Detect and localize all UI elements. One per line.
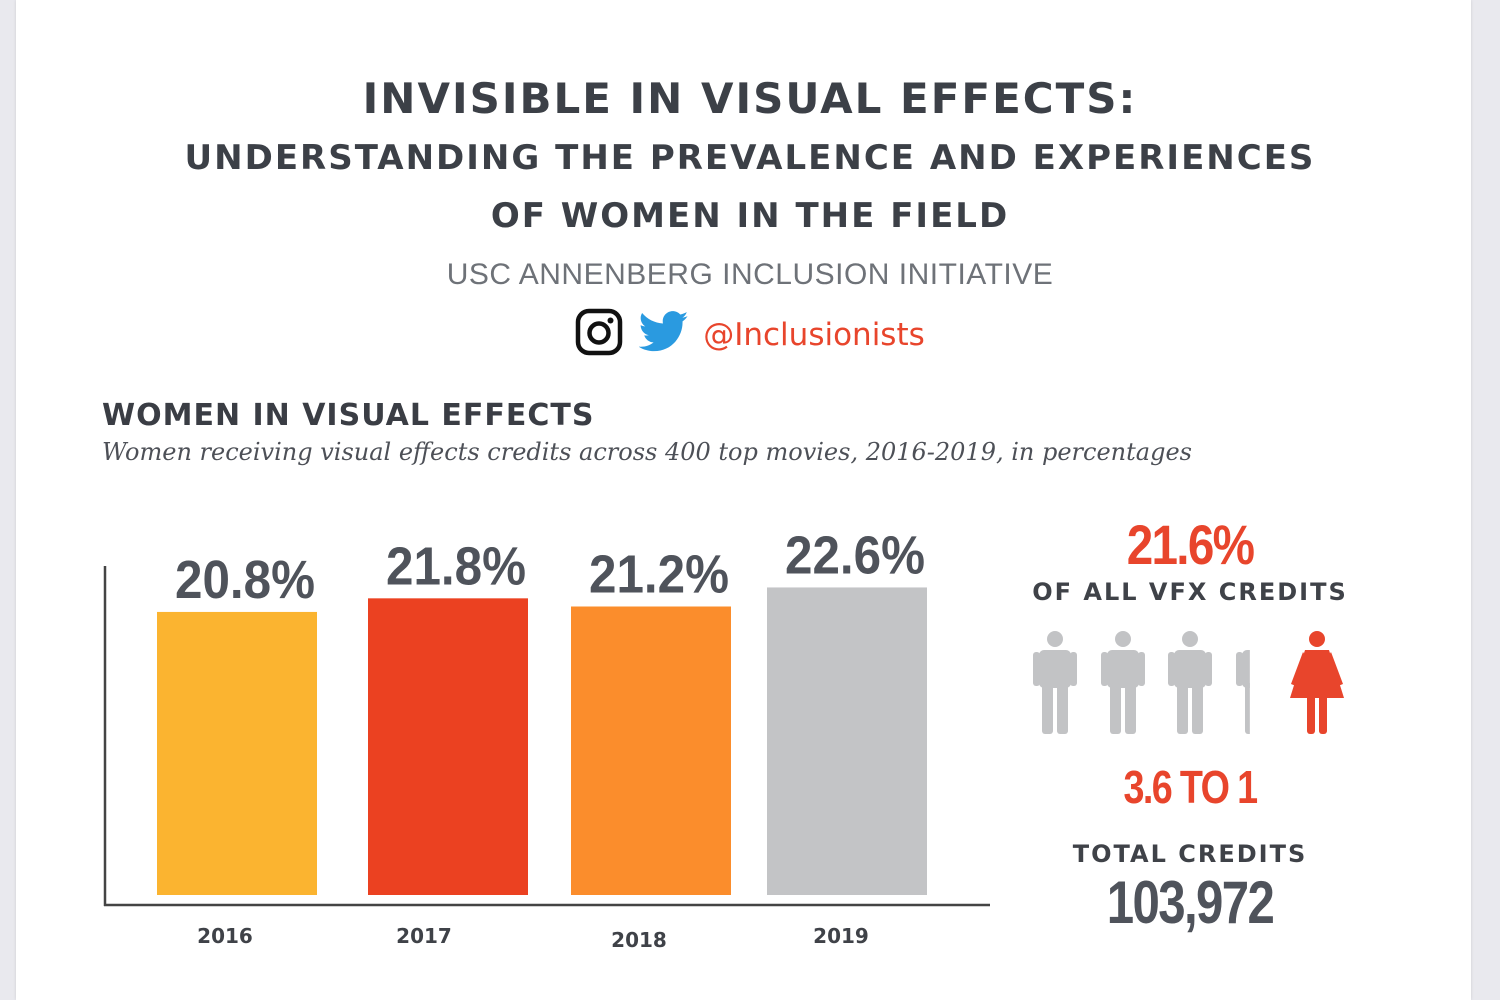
overall-label: OF ALL VFX CREDITS: [1032, 578, 1348, 606]
x-tick-2017: 2017: [396, 924, 452, 948]
total-credits-label: TOTAL CREDITS: [1072, 840, 1308, 868]
overall-percentage: 21.6%: [1126, 513, 1255, 576]
social-links: @Inclusionists: [0, 308, 1500, 361]
bar-2019: [767, 587, 927, 895]
title-line-1: INVISIBLE IN VISUAL EFFECTS:: [362, 74, 1138, 123]
x-tick-2018: 2018: [611, 928, 667, 952]
bar-2017: [368, 598, 528, 895]
twitter-icon[interactable]: [638, 311, 689, 358]
man-icon: [1033, 631, 1077, 734]
ratio-pictogram: [1033, 631, 1344, 734]
bar-2016: [157, 611, 317, 895]
instagram-icon[interactable]: [575, 308, 623, 361]
bar-2018: [571, 606, 731, 895]
woman-icon: [1290, 631, 1344, 734]
social-handle-link[interactable]: @Inclusionists: [703, 316, 925, 353]
data-label-2018: 21.2%: [589, 544, 729, 604]
organization-name: USC ANNENBERG INCLUSION INITIATIVE: [446, 258, 1054, 291]
man-icon: [1236, 650, 1250, 734]
data-label-2017: 21.8%: [386, 536, 526, 596]
title-line-2: UNDERSTANDING THE PREVALENCE AND EXPERIE…: [184, 138, 1316, 178]
data-label-2016: 20.8%: [175, 550, 315, 610]
chart-title: WOMEN IN VISUAL EFFECTS: [102, 398, 595, 433]
x-tick-2019: 2019: [813, 924, 869, 948]
chart-subtitle: Women receiving visual effects credits a…: [102, 438, 1192, 466]
man-icon: [1168, 631, 1212, 734]
bar-chart: 20.8% 2016 21.8% 2017 21.2% 2018 22.6% 2019: [103, 525, 990, 952]
gender-ratio: 3.6 TO 1: [1123, 761, 1259, 813]
data-label-2019: 22.6%: [785, 525, 925, 585]
title-line-3: OF WOMEN IN THE FIELD: [490, 196, 1010, 236]
x-tick-2016: 2016: [197, 924, 253, 948]
total-credits-value: 103,972: [1106, 869, 1275, 936]
man-icon: [1101, 631, 1145, 734]
